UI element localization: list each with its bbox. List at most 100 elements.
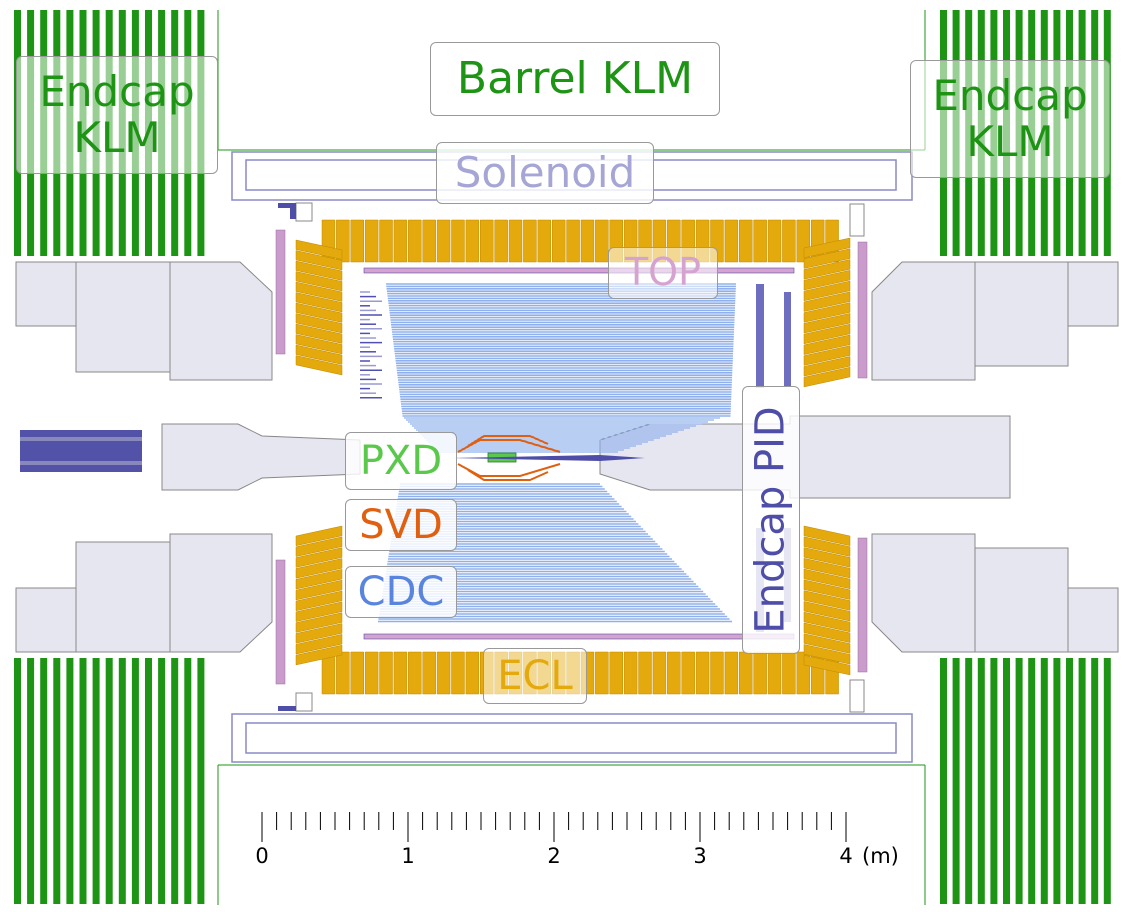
ecl-crystal	[638, 651, 652, 695]
ecl-crystal	[523, 219, 537, 263]
ecl-endcap-crystal	[803, 280, 851, 302]
ecl-endcap-crystal	[803, 334, 851, 355]
klm-layer	[66, 658, 74, 904]
ecl-endcap-crystal	[803, 611, 851, 633]
klm-layer	[940, 658, 947, 904]
ecl-endcap-crystal	[803, 345, 851, 366]
ecl-endcap-crystal	[803, 547, 851, 568]
ecl-crystal	[480, 219, 494, 263]
ecl-crystal	[595, 219, 609, 263]
ecl-crystal	[681, 651, 695, 695]
structural-pieces	[295, 202, 865, 713]
scale-tick-label: 2	[547, 844, 560, 868]
ecl-endcap-crystal	[295, 323, 343, 344]
klm-layer	[118, 658, 126, 904]
klm-layer	[1091, 658, 1099, 904]
ecl-endcap-crystal	[803, 323, 851, 345]
ecl-endcap-crystal	[803, 259, 851, 280]
ecl-endcap-crystal	[803, 248, 851, 269]
ecl-endcap-crystal	[295, 334, 343, 355]
ecl-crystal	[408, 219, 422, 263]
ecl-endcap-crystal	[803, 356, 851, 377]
ecl-endcap-crystal	[803, 601, 851, 622]
ecl-endcap-crystal	[295, 536, 343, 557]
ecl-endcap-crystal	[295, 239, 343, 260]
ecl-endcap-crystal	[803, 313, 851, 334]
scale-tick-label: 3	[693, 844, 706, 868]
ecl-endcap-crystal	[803, 366, 851, 388]
klm-layer	[1028, 658, 1036, 904]
ecl-endcap-crystal	[803, 590, 851, 611]
ecl-crystal	[451, 651, 465, 695]
klm-layer	[1015, 658, 1023, 904]
ecl-endcap-crystal	[803, 269, 851, 291]
klm-layer	[27, 658, 35, 904]
ecl-crystal	[364, 219, 379, 263]
ecl-crystal	[379, 219, 393, 263]
ecl-crystal	[753, 219, 767, 263]
ecl-crystal	[379, 651, 393, 695]
klm-layer	[990, 658, 998, 904]
ecl-crystal	[537, 219, 552, 263]
ecl-endcap-crystal	[803, 644, 851, 665]
ecl-crystal	[451, 219, 465, 263]
cdc-readout-lines	[360, 291, 382, 399]
ecl-endcap-crystal	[803, 237, 851, 259]
ecl-endcap-crystal	[295, 644, 343, 666]
ecl-crystal	[436, 219, 451, 263]
ecl-crystal	[422, 219, 436, 263]
ecl-crystal	[753, 651, 767, 695]
endcap-pid-label: Endcap PID	[742, 386, 800, 654]
klm-layer	[1103, 658, 1111, 904]
ecl-crystal	[566, 219, 580, 263]
klm-layer	[1078, 658, 1086, 904]
klm-layer	[145, 658, 152, 904]
scale-tick-label: 0	[255, 844, 268, 868]
ecl-crystal	[551, 219, 566, 263]
scale-bar: 0 1 2 3 4 (m)	[255, 812, 899, 868]
beam-pipe-left	[20, 430, 142, 472]
klm-layer	[131, 658, 139, 904]
scale-tick-label: 4	[839, 844, 852, 868]
ecl-endcap-crystal	[295, 569, 343, 590]
ecl-endcap-crystal	[295, 558, 343, 579]
endcap-klm-right-label: Endcap KLM	[910, 60, 1110, 178]
ecl-crystal	[408, 651, 422, 695]
ecl-crystal	[739, 219, 753, 263]
vertex-detector-shape	[450, 435, 645, 481]
scale-tick-label: 1	[401, 844, 414, 868]
pxd-label: PXD	[345, 432, 457, 490]
klm-layer	[92, 658, 100, 904]
ecl-crystal	[623, 651, 638, 695]
klm-layer	[952, 658, 960, 904]
klm-layer	[158, 658, 166, 904]
ecl-crystal	[739, 651, 753, 695]
ecl-endcap-crystal	[295, 623, 343, 644]
ecl-endcap-crystal	[803, 291, 851, 312]
ecl-crystal	[393, 651, 408, 695]
klm-layer	[40, 658, 48, 904]
ecl-endcap-crystal	[803, 568, 851, 590]
ecl-crystal	[350, 219, 364, 263]
ecl-endcap-crystal	[295, 281, 343, 302]
ecl-crystal	[695, 651, 710, 695]
ecl-endcap-crystal	[295, 271, 343, 292]
ecl-endcap-crystal	[295, 260, 343, 281]
endcap-klm-left-bottom-layers	[14, 658, 205, 904]
ecl-endcap-crystal	[295, 250, 343, 271]
ecl-crystal	[782, 651, 796, 695]
scale-unit-label: (m)	[862, 844, 899, 868]
endcap-pid-text: Endcap PID	[748, 406, 794, 634]
klm-layer	[1040, 658, 1048, 904]
ecl-endcap-crystal	[295, 525, 343, 547]
klm-layer	[53, 658, 61, 904]
ecl-crystal	[710, 651, 724, 695]
ecl-crystal	[436, 651, 451, 695]
ecl-endcap-crystal	[803, 557, 851, 579]
ecl-crystal	[609, 651, 623, 695]
klm-layer	[197, 658, 205, 904]
ecl-label: ECL	[483, 648, 587, 704]
ecl-crystal	[767, 219, 782, 263]
ecl-crystal	[724, 651, 739, 695]
endcap-klm-right-bottom-layers	[940, 658, 1111, 904]
